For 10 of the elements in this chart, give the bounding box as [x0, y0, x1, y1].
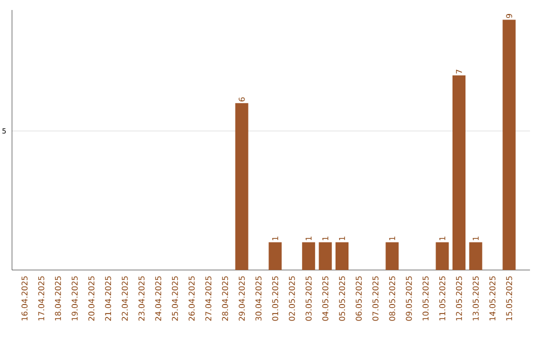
- bar: [452, 75, 466, 270]
- bar: [235, 103, 248, 270]
- bar: [436, 242, 449, 270]
- bar: [386, 242, 399, 270]
- bar: [469, 242, 482, 270]
- bar: [318, 242, 332, 270]
- bar: [502, 20, 516, 270]
- bar: [336, 242, 349, 270]
- bar: [302, 242, 316, 270]
- bar: [268, 242, 282, 270]
